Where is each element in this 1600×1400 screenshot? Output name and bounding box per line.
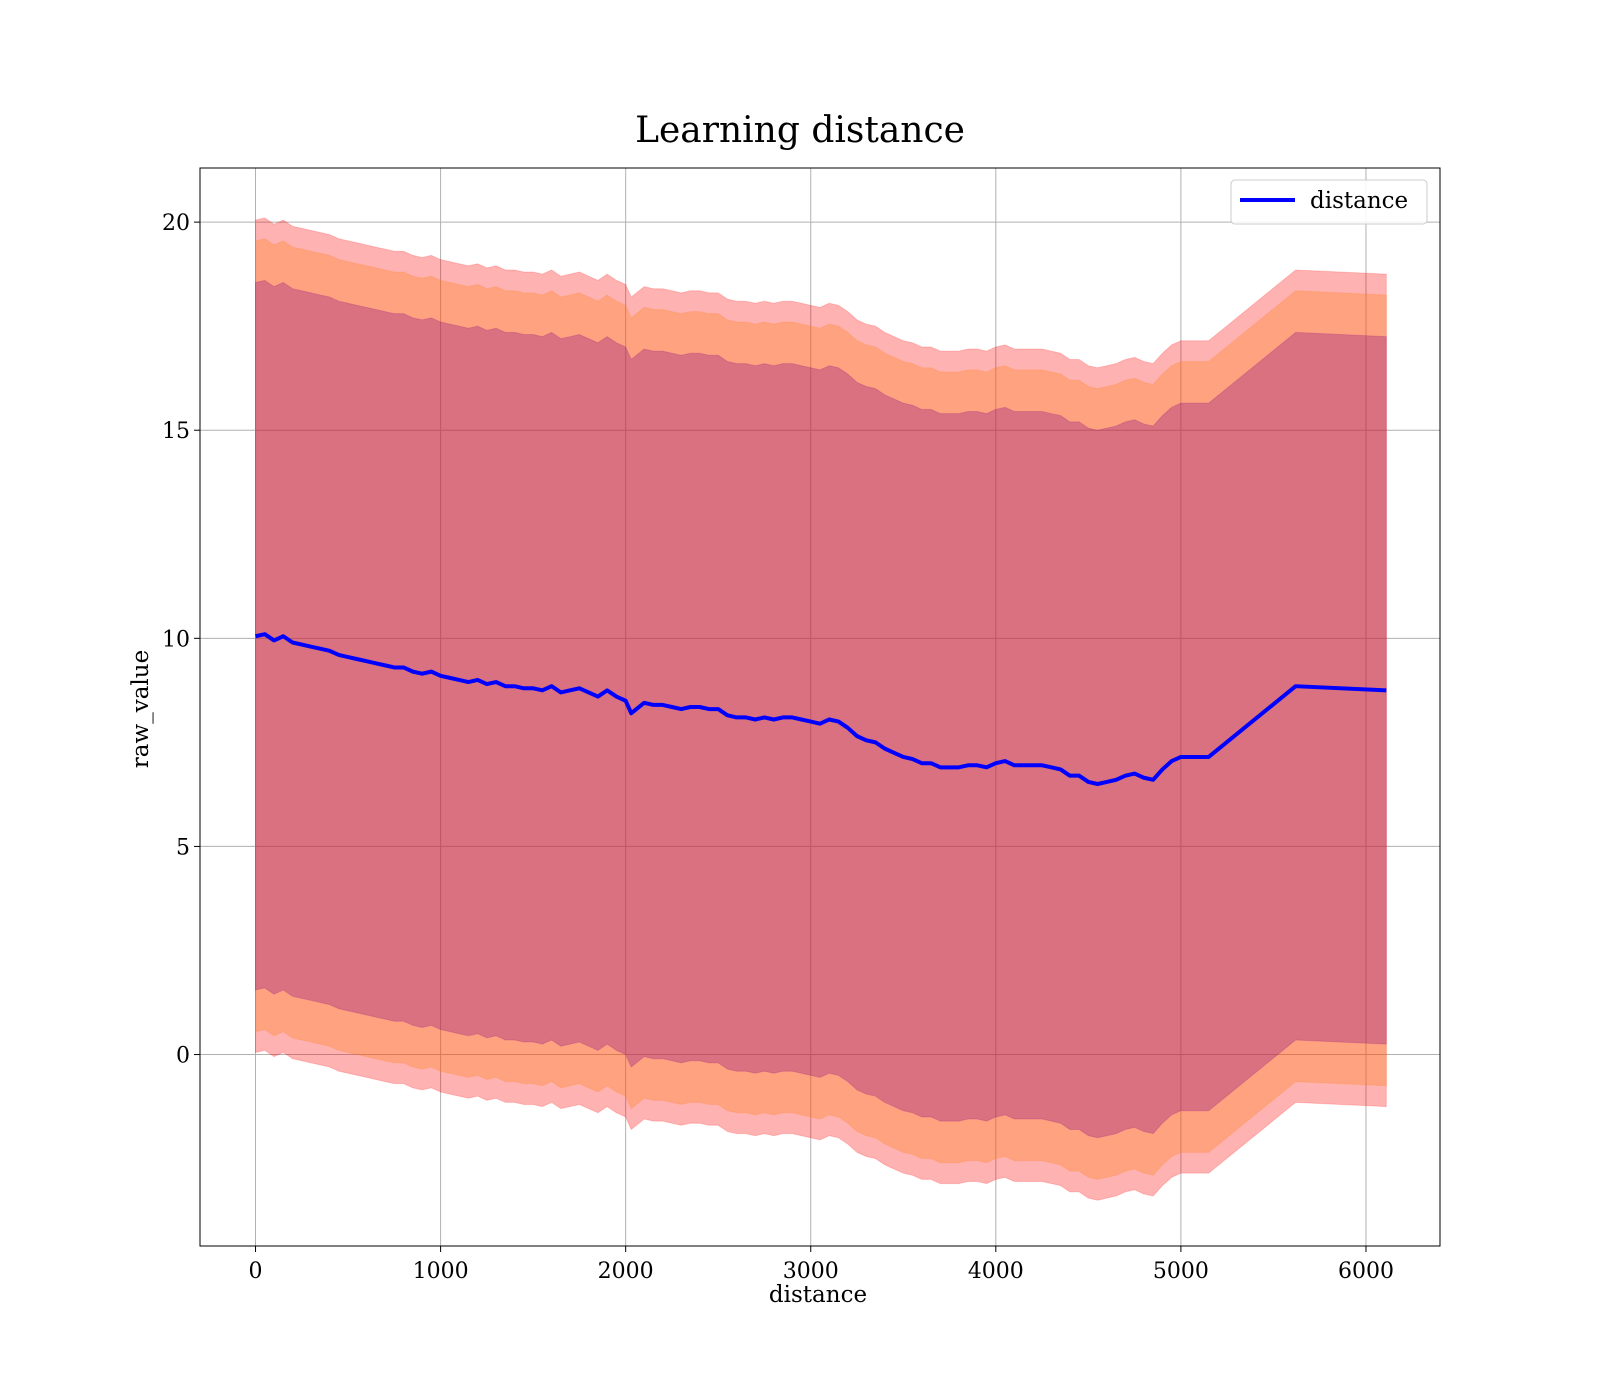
std-band-2 <box>255 238 1387 1180</box>
axis-ticks: 0 1000 2000 3000 4000 5000 6000 0 5 10 15 20 <box>162 211 1394 1284</box>
x-tick-label: 3000 <box>783 1259 839 1284</box>
y-axis-label: raw_value <box>128 650 154 768</box>
series-lines <box>255 632 1387 786</box>
legend-label: distance <box>1310 188 1408 214</box>
y-tick-label: 15 <box>162 419 190 444</box>
std-band-3 <box>255 279 1387 1139</box>
x-tick-label: 5000 <box>1153 1259 1209 1284</box>
y-tick-label: 5 <box>176 835 190 860</box>
legend: distance <box>1230 179 1428 225</box>
series-line-1 <box>255 632 1387 786</box>
chart-title: Learning distance <box>635 110 965 151</box>
x-tick-label: 6000 <box>1338 1259 1394 1284</box>
grid <box>200 168 1440 1246</box>
x-tick-label: 2000 <box>598 1259 654 1284</box>
std-band-1 <box>255 217 1387 1201</box>
legend-box <box>1230 179 1428 225</box>
x-tick-label: 1000 <box>413 1259 469 1284</box>
x-tick-label: 0 <box>249 1259 263 1284</box>
y-tick-label: 20 <box>162 211 190 236</box>
y-tick-label: 10 <box>162 627 190 652</box>
x-tick-label: 4000 <box>968 1259 1024 1284</box>
std-bands <box>255 217 1387 1201</box>
x-axis-label: distance <box>769 1282 867 1308</box>
plot-frame <box>199 167 1441 1247</box>
y-tick-label: 0 <box>176 1044 190 1069</box>
